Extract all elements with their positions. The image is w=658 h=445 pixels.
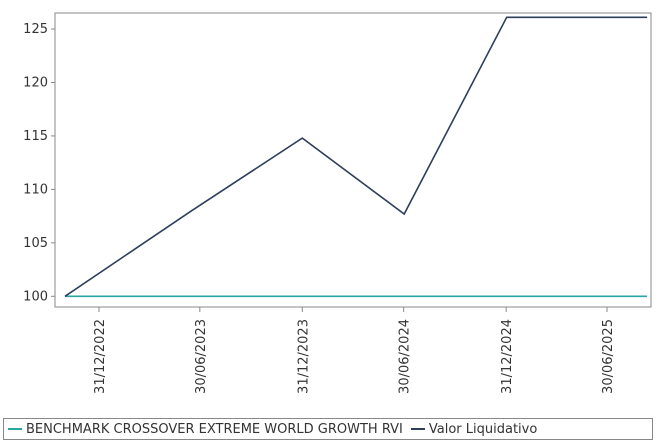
x-tick-label: 30/06/2023 [194, 319, 209, 394]
y-axis: 100 105 110 115 120 125 [23, 22, 55, 304]
x-tick-label: 31/12/2024 [500, 319, 515, 394]
legend-item-benchmark: BENCHMARK CROSSOVER EXTREME WORLD GROWTH… [8, 422, 403, 437]
x-tick-label: 31/12/2022 [93, 319, 108, 394]
legend-item-valor-liquidativo: Valor Liquidativo [410, 421, 538, 437]
x-tick-label: 31/12/2023 [296, 319, 311, 394]
legend-swatch-valor-liquidativo [410, 428, 425, 430]
y-tick-label: 105 [23, 236, 48, 251]
series-line-valor-liquidativo [64, 16, 648, 297]
y-tick-label: 100 [23, 289, 48, 304]
x-axis: 31/12/2022 30/06/2023 31/12/2023 30/06/2024… [93, 307, 616, 394]
legend-swatch-benchmark [8, 428, 22, 430]
plot-border [54, 12, 652, 308]
y-tick-label: 125 [23, 22, 48, 37]
y-tick-label: 120 [23, 75, 48, 90]
plot-area [54, 12, 652, 308]
legend: BENCHMARK CROSSOVER EXTREME WORLD GROWTH… [3, 418, 653, 440]
x-tick-label: 30/06/2024 [398, 319, 413, 394]
legend-label-valor-liquidativo: Valor Liquidativo [428, 421, 538, 437]
series-lines [64, 16, 648, 298]
x-tick-label: 30/06/2025 [601, 319, 616, 394]
y-tick-label: 110 [23, 182, 48, 197]
y-tick-label: 115 [23, 129, 48, 144]
legend-label-benchmark: BENCHMARK CROSSOVER EXTREME WORLD GROWTH… [26, 421, 403, 437]
